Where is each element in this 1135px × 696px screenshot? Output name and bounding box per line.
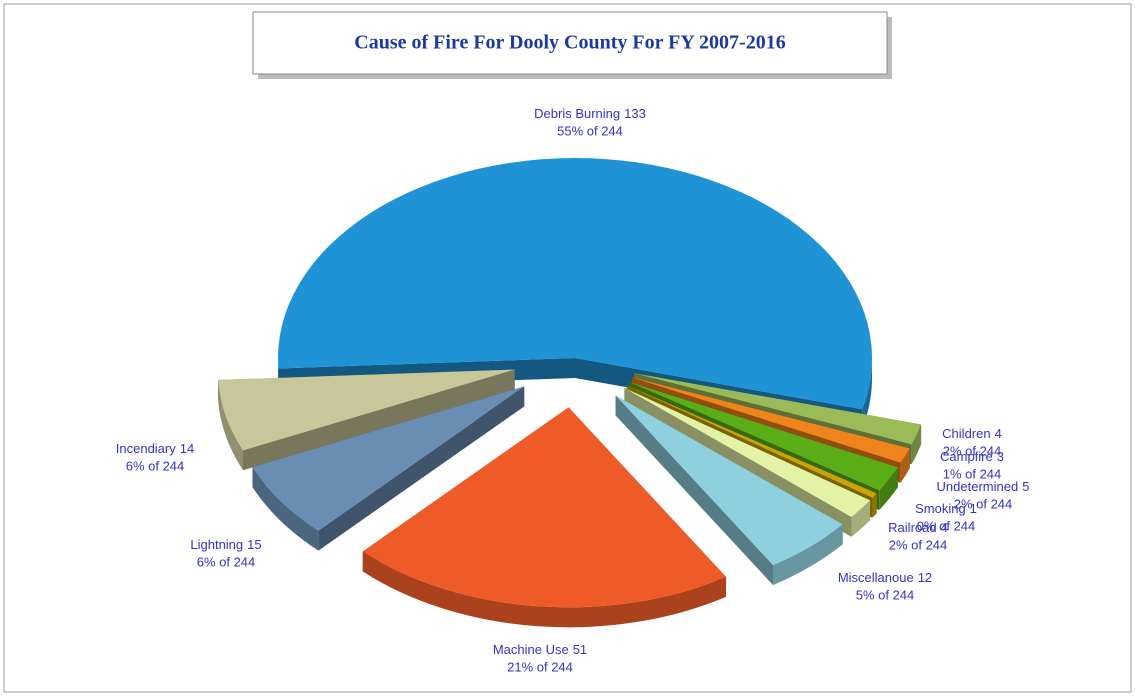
- percent-label: 6% of 244: [197, 554, 256, 569]
- slice-top: [278, 158, 873, 410]
- percent-label: 0% of 244: [917, 518, 976, 533]
- slice-side: [362, 551, 727, 628]
- label-value: 5: [1022, 479, 1029, 494]
- slice-top: [634, 373, 922, 445]
- data-label: Undetermined 5: [937, 479, 1030, 494]
- pie: [218, 158, 922, 628]
- slice-face: [318, 386, 525, 551]
- percent-label: 6% of 244: [126, 458, 185, 473]
- label-name: Machine Use: [493, 642, 569, 657]
- label-value: 1: [970, 501, 977, 516]
- data-label: Machine Use 51: [493, 642, 587, 657]
- label-value: 4: [995, 426, 1002, 441]
- data-label: Smoking 1: [915, 501, 977, 516]
- slice-side: [218, 379, 244, 471]
- slice-top: [632, 377, 910, 463]
- label-name: Incendiary: [116, 441, 176, 456]
- percent-label: 2% of 244: [943, 443, 1002, 458]
- slice-top: [218, 369, 515, 451]
- label-value: 12: [918, 570, 932, 585]
- slice: [218, 369, 515, 471]
- percent-label: 55% of 244: [557, 123, 623, 138]
- data-label: Incendiary 14: [116, 441, 194, 456]
- percent-label: 5% of 244: [856, 587, 915, 602]
- label-value: 3: [997, 449, 1004, 464]
- data-label: Children 4: [942, 426, 1002, 441]
- slice-top: [252, 386, 525, 531]
- slice-top: [624, 387, 871, 517]
- slice-side: [862, 358, 872, 430]
- label-name: Debris Burning: [534, 106, 620, 121]
- label-value: 14: [180, 441, 194, 456]
- label-name: Children: [942, 426, 990, 441]
- percent-label: 21% of 244: [507, 659, 573, 674]
- slice-face: [615, 395, 774, 586]
- label-name: Smoking: [915, 501, 966, 516]
- slice-top: [615, 395, 843, 566]
- label-value: 4: [941, 520, 948, 535]
- label-value: 15: [247, 537, 261, 552]
- data-label: Railroad 4: [888, 520, 948, 535]
- slice: [615, 395, 843, 586]
- percent-label: 2% of 244: [954, 496, 1013, 511]
- slice-top: [362, 407, 727, 608]
- slice-top: [626, 385, 877, 498]
- slice-side: [911, 424, 922, 465]
- data-label: Campfire 3: [940, 449, 1004, 464]
- data-label: Lightning 15: [190, 537, 261, 552]
- slice: [252, 386, 525, 551]
- label-name: Lightning: [190, 537, 243, 552]
- slice-side: [872, 493, 877, 518]
- percent-label: 1% of 244: [943, 466, 1002, 481]
- slice-side: [879, 467, 898, 511]
- data-label: Debris Burning 133: [534, 106, 646, 121]
- label-name: Railroad: [888, 520, 936, 535]
- title-box: [252, 11, 888, 75]
- label-name: Campfire: [940, 449, 993, 464]
- percent-label: 2% of 244: [889, 537, 948, 552]
- slice-side: [773, 524, 843, 586]
- chart-title: Cause of Fire For Dooly County For FY 20…: [354, 32, 785, 54]
- data-label: Miscellanoue 12: [838, 570, 932, 585]
- slice-side: [252, 467, 319, 551]
- slice-top: [629, 382, 898, 491]
- slice-face: [243, 369, 515, 471]
- label-name: Undetermined: [937, 479, 1019, 494]
- slice-side: [900, 448, 910, 483]
- label-name: Miscellanoue: [838, 570, 914, 585]
- label-value: 133: [624, 106, 646, 121]
- label-value: 51: [573, 642, 587, 657]
- slice-side: [851, 500, 871, 537]
- slice: [362, 407, 727, 628]
